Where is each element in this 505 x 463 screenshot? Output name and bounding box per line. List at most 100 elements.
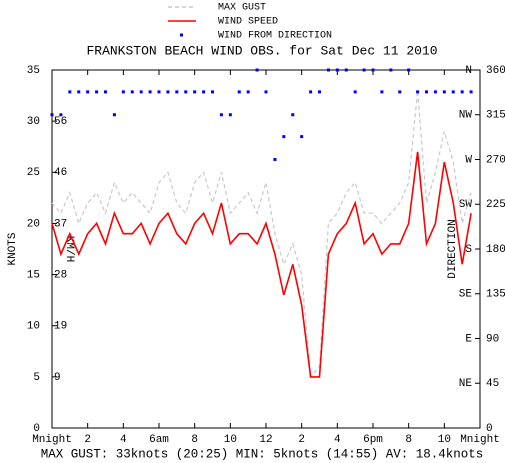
direction-point (104, 90, 107, 94)
direction-point (139, 90, 143, 94)
y-tick-label: 10 (27, 321, 40, 333)
direction-point (398, 90, 402, 94)
direction-point (264, 90, 268, 94)
compass-label: SE (459, 289, 473, 301)
direction-point (380, 90, 384, 94)
direction-point (175, 90, 179, 94)
direction-point (371, 68, 375, 72)
y-axis-label: KNOTS (7, 232, 19, 265)
compass-label: S (465, 244, 472, 256)
y2-tick-label: 135 (486, 289, 505, 301)
direction-point (68, 90, 72, 94)
legend-label: MAX GUST (218, 3, 266, 14)
compass-label: W (465, 154, 472, 166)
direction-point (460, 90, 464, 94)
direction-point (433, 90, 437, 94)
kmh-tick-label: 37 (54, 218, 67, 230)
kmh-tick-label: 9 (54, 372, 61, 384)
y2-tick-label: 0 (486, 423, 493, 435)
x-tick-label: 2 (84, 434, 91, 446)
direction-point (130, 90, 134, 94)
direction-point (282, 135, 286, 139)
y2-tick-label: 315 (486, 110, 505, 122)
direction-point (425, 90, 428, 94)
x-tick-label: 10 (438, 434, 451, 446)
x-tick-label: Mnight (32, 434, 72, 446)
x-tick-label: 2 (298, 434, 305, 446)
direction-point (237, 90, 241, 94)
y-tick-label: 20 (27, 218, 40, 230)
x-tick-label: 4 (334, 434, 341, 446)
direction-point (246, 90, 250, 94)
direction-point (86, 90, 90, 94)
legend-marker (180, 33, 183, 37)
direction-point (442, 90, 446, 94)
direction-point (407, 68, 411, 72)
direction-point (219, 113, 223, 117)
direction-point (157, 90, 161, 94)
direction-point (211, 90, 214, 94)
direction-point (95, 90, 99, 94)
direction-point (353, 90, 357, 94)
y2-tick-label: 270 (486, 154, 505, 166)
x-tick-label: 6pm (363, 434, 383, 446)
compass-label: N (465, 65, 472, 77)
y2-tick-label: 360 (486, 65, 505, 77)
chart-footer: MAX GUST: 33knots (20:25) MIN: 5knots (1… (41, 447, 484, 461)
y2-tick-label: 90 (486, 333, 499, 345)
compass-label: NW (459, 110, 473, 122)
direction-point (121, 90, 125, 94)
legend-label: WIND SPEED (218, 17, 278, 28)
x-tick-label: 12 (259, 434, 272, 446)
direction-point (273, 158, 277, 161)
compass-label: SW (459, 199, 473, 211)
direction-point (184, 90, 188, 94)
direction-point (148, 90, 152, 94)
y-tick-label: 5 (33, 372, 40, 384)
y-tick-label: 25 (27, 167, 40, 179)
gust-line (51, 90, 472, 379)
kmh-tick-label: 19 (54, 321, 67, 333)
direction-point (50, 113, 54, 117)
direction-point (362, 68, 366, 72)
y2-axis-label: DIRECTION (447, 219, 459, 278)
kmh-tick-label: 28 (54, 269, 67, 281)
legend-label: WIND FROM DIRECTION (218, 31, 332, 42)
y2-tick-label: 225 (486, 199, 505, 211)
direction-point (255, 68, 259, 72)
y-tick-label: 0 (33, 423, 40, 435)
plot-frame (51, 69, 481, 429)
x-tick-label: 8 (405, 434, 412, 446)
x-tick-label: 10 (224, 434, 237, 446)
direction-point (335, 68, 339, 72)
direction-point (77, 90, 81, 94)
y-tick-label: 30 (27, 116, 40, 128)
direction-point (202, 90, 206, 94)
kmh-tick-label: 56 (54, 116, 67, 128)
speed-line (51, 151, 472, 378)
direction-point (318, 90, 321, 94)
direction-point (451, 90, 455, 94)
direction-point (344, 68, 348, 72)
direction-point (389, 68, 393, 72)
direction-point (193, 90, 197, 94)
direction-point (166, 90, 170, 94)
x-tick-label: 4 (120, 434, 127, 446)
compass-label: NE (459, 378, 473, 390)
y2-tick-label: 45 (486, 378, 499, 390)
direction-point (291, 113, 295, 117)
x-tick-label: 8 (191, 434, 198, 446)
y-tick-label: 35 (27, 65, 40, 77)
y-tick-label: 15 (27, 269, 40, 281)
direction-point (416, 90, 420, 94)
kmh-tick-label: 46 (54, 167, 67, 179)
direction-point (326, 68, 330, 72)
direction-point (59, 113, 63, 117)
x-tick-label: Mnight (460, 434, 500, 446)
compass-label: E (465, 333, 472, 345)
x-tick-label: 6am (149, 434, 169, 446)
direction-point (228, 113, 232, 117)
direction-point (300, 135, 304, 139)
chart-title: FRANKSTON BEACH WIND OBS. for Sat Dec 11… (86, 43, 437, 58)
